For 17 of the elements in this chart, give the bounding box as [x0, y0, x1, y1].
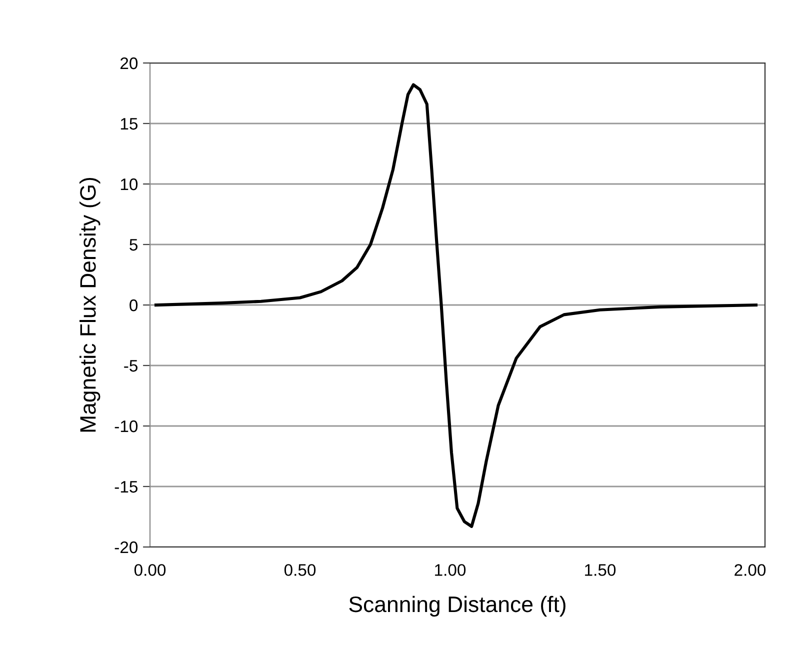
y-axis-title: Magnetic Flux Density (G)	[80, 178, 100, 432]
y-tick-label: -10	[114, 420, 138, 432]
y-tick-label: -15	[114, 481, 138, 493]
x-tick-label: 1.50	[585, 564, 616, 576]
x-tick-label: 1.00	[435, 564, 466, 576]
y-tick-label: 5	[130, 239, 138, 251]
x-tick-label: 0.00	[134, 564, 166, 576]
x-tick-label: 2.00	[734, 564, 766, 576]
x-axis-title: Scanning Distance (ft)	[349, 596, 566, 617]
y-tick-label: -5	[124, 360, 138, 372]
y-tick-label: -20	[114, 541, 138, 554]
y-tick-label: 10	[120, 178, 138, 190]
y-tick-label: 15	[120, 118, 138, 130]
x-tick-label: 0.50	[284, 564, 316, 576]
line-series	[154, 83, 758, 528]
y-tick-label: 0	[130, 299, 138, 312]
y-tick-label: 20	[120, 57, 138, 70]
